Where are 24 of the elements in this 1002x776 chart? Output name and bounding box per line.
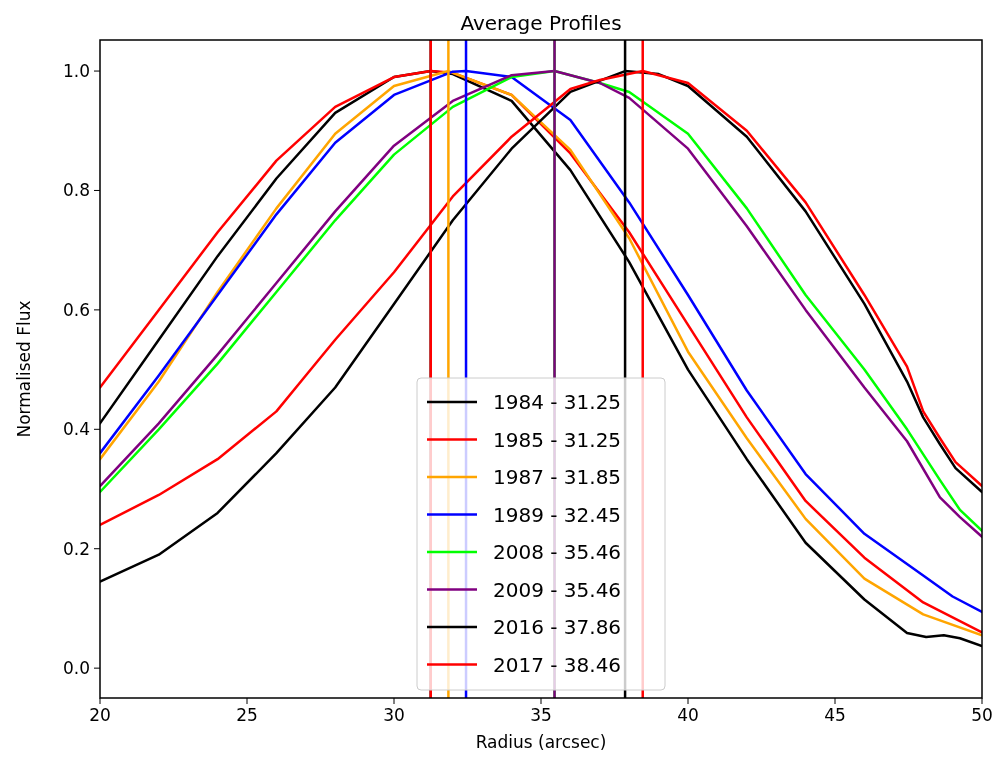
legend-label: 2008 - 35.46 (493, 540, 622, 564)
y-tick-label: 0.8 (62, 180, 90, 201)
y-axis-title: Normalised Flux (14, 300, 34, 438)
x-tick-label: 25 (236, 705, 258, 725)
y-tick-label: 0.2 (62, 538, 90, 559)
legend-label: 1985 - 31.25 (493, 427, 622, 452)
x-tick-label: 45 (824, 705, 846, 725)
chart-title: Average Profiles (460, 11, 622, 35)
x-tick-label: 20 (89, 705, 111, 725)
x-tick-label: 40 (677, 705, 699, 725)
y-tick-label: 1.0 (62, 61, 90, 81)
legend-label: 1984 - 31.25 (493, 390, 622, 414)
legend-label: 2016 - 37.86 (493, 615, 622, 639)
x-tick-label: 35 (530, 705, 552, 725)
legend-label: 2017 - 38.46 (493, 652, 622, 677)
legend-label: 2009 - 35.46 (493, 577, 622, 602)
legend-label: 1987 - 31.85 (493, 465, 622, 489)
x-axis-title: Radius (arcsec) (475, 732, 607, 752)
x-tick-label: 30 (383, 705, 405, 725)
y-tick-label: 0.0 (62, 658, 90, 679)
y-tick-label: 0.4 (62, 419, 90, 440)
y-tick-label: 0.6 (62, 299, 90, 320)
x-tick-label: 50 (971, 705, 993, 725)
legend-label: 1989 - 32.45 (493, 502, 622, 527)
